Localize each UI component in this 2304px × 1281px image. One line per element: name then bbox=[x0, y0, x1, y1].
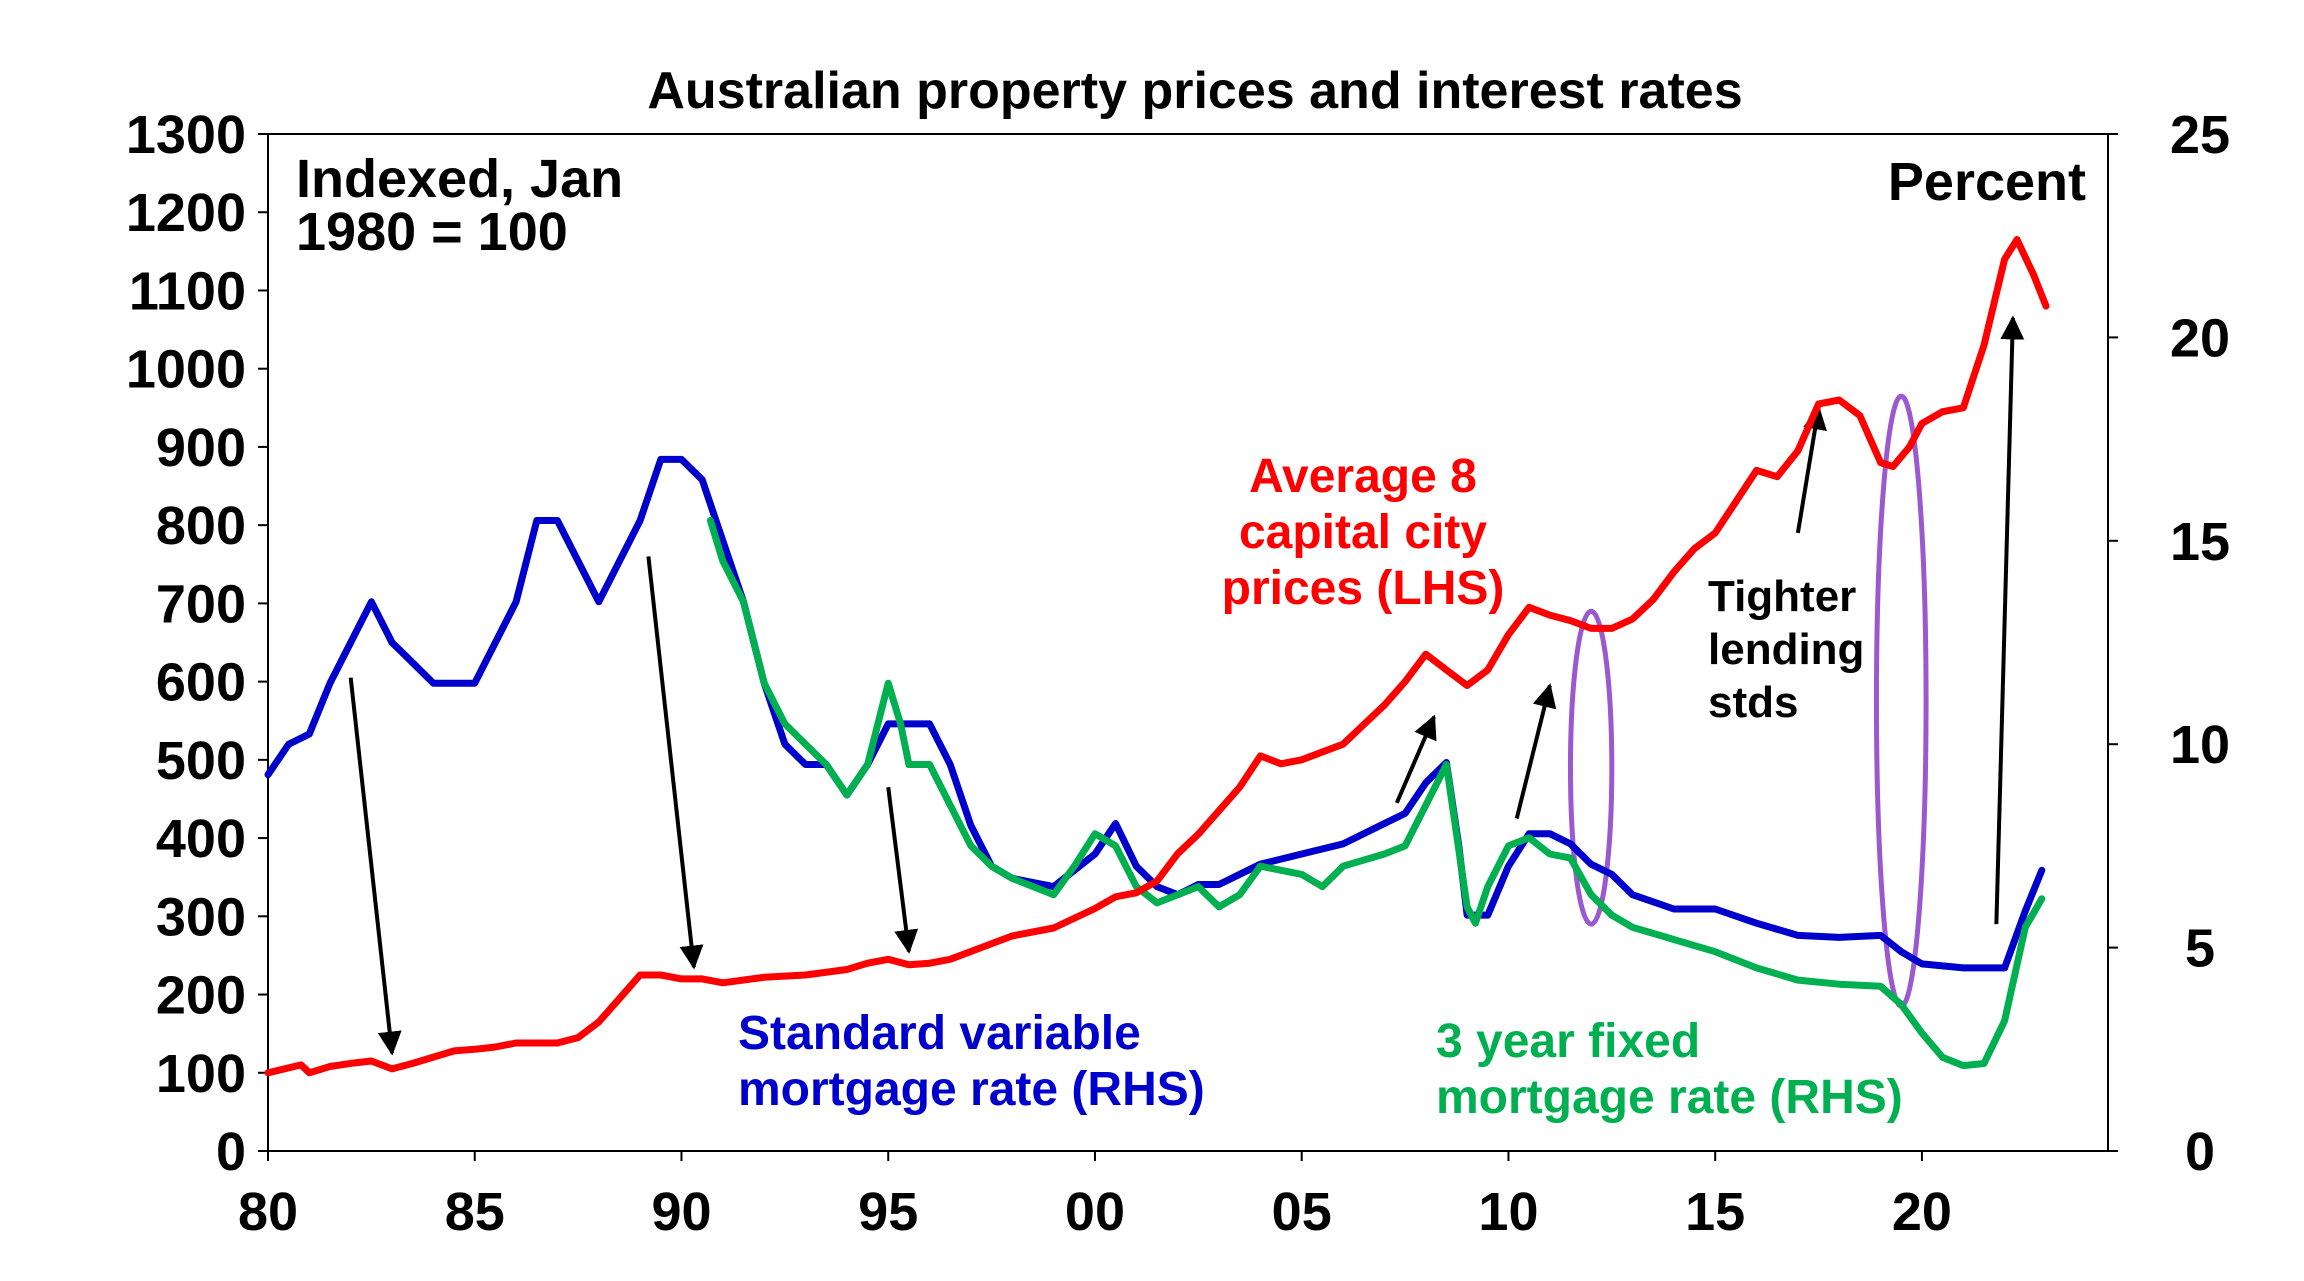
x-tick-label: 15 bbox=[1685, 1182, 1745, 1242]
annotation-arrow bbox=[646, 556, 704, 970]
left-tick-label: 900 bbox=[156, 418, 246, 478]
x-tick-label: 05 bbox=[1272, 1182, 1332, 1242]
tighter-lending-label-line-2: lending bbox=[1708, 625, 1864, 674]
left-axis-note-line-2: 1980 = 100 bbox=[296, 202, 568, 262]
x-axis: 80 85 90 95 00 05 10 15 20 bbox=[238, 1151, 1952, 1242]
x-tick-label: 10 bbox=[1478, 1182, 1538, 1242]
left-tick-label: 200 bbox=[156, 966, 246, 1026]
tighter-lending-label-line-3: stds bbox=[1708, 678, 1798, 727]
fixed-rate-label-line-2: mortgage rate (RHS) bbox=[1436, 1071, 1903, 1124]
x-tick-label: 85 bbox=[445, 1182, 505, 1242]
price-series-label-line-3: prices (LHS) bbox=[1222, 562, 1505, 615]
chart-title: Australian property prices and interest … bbox=[647, 62, 1742, 120]
annotation-arrow bbox=[348, 677, 402, 1056]
fixed-rate-line bbox=[706, 517, 2046, 1070]
right-tick-label: 0 bbox=[2185, 1122, 2215, 1182]
left-tick-label: 800 bbox=[156, 496, 246, 556]
x-tick-label: 20 bbox=[1892, 1182, 1952, 1242]
right-axis: 0 5 10 15 20 25 bbox=[2108, 105, 2230, 1182]
right-tick-label: 15 bbox=[2170, 512, 2230, 572]
annotation-arrow bbox=[1394, 714, 1437, 804]
left-axis: 0 100 200 300 400 500 600 700 800 900 1000 1100 1200… bbox=[126, 105, 268, 1182]
price-series-label-line-2: capital city bbox=[1239, 506, 1487, 559]
highlight-ellipse bbox=[1873, 393, 1929, 1009]
right-tick-label: 5 bbox=[2185, 919, 2215, 979]
annotation-arrow bbox=[1514, 683, 1557, 820]
left-tick-label: 600 bbox=[156, 653, 246, 713]
left-tick-label: 0 bbox=[216, 1122, 246, 1182]
x-tick-label: 90 bbox=[651, 1182, 711, 1242]
x-tick-label: 80 bbox=[238, 1182, 298, 1242]
price-series-line bbox=[264, 236, 2050, 1077]
left-tick-label: 1100 bbox=[129, 261, 246, 321]
tighter-lending-label-line-1: Tighter bbox=[1708, 572, 1856, 621]
annotation-arrow bbox=[1795, 405, 1827, 534]
annotation-arrow bbox=[886, 786, 919, 954]
left-tick-label: 1300 bbox=[126, 105, 246, 165]
annotations bbox=[348, 315, 2025, 1056]
left-axis-note-line-1: Indexed, Jan bbox=[296, 149, 623, 209]
x-tick-label: 00 bbox=[1065, 1182, 1125, 1242]
variable-rate-label-line-2: mortgage rate (RHS) bbox=[738, 1063, 1205, 1116]
left-tick-label: 1200 bbox=[126, 183, 246, 243]
left-tick-label: 1000 bbox=[126, 340, 246, 400]
right-axis-note: Percent bbox=[1888, 152, 2086, 212]
x-tick-label: 95 bbox=[858, 1182, 918, 1242]
variable-rate-label-line-1: Standard variable bbox=[738, 1007, 1141, 1060]
right-tick-label: 10 bbox=[2170, 715, 2230, 775]
highlight-ellipse bbox=[1567, 608, 1615, 927]
left-tick-label: 700 bbox=[156, 574, 246, 634]
price-series-label-line-1: Average 8 bbox=[1249, 450, 1477, 503]
left-tick-label: 300 bbox=[156, 887, 246, 947]
left-tick-label: 100 bbox=[156, 1044, 246, 1104]
left-tick-label: 500 bbox=[156, 731, 246, 791]
right-tick-label: 20 bbox=[2170, 308, 2230, 368]
series-layer bbox=[264, 236, 2050, 1077]
annotation-arrow bbox=[1994, 315, 2025, 925]
left-tick-label: 400 bbox=[156, 809, 246, 869]
plot-area bbox=[267, 133, 2109, 1152]
right-tick-label: 25 bbox=[2170, 105, 2230, 165]
fixed-rate-label-line-1: 3 year fixed bbox=[1436, 1015, 1700, 1068]
